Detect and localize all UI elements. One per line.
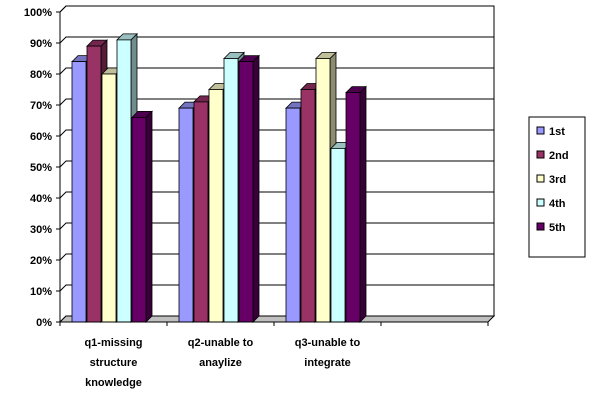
y-axis-tick-label: 30% [30, 224, 52, 236]
bar-front [330, 147, 346, 323]
bars [71, 32, 367, 323]
legend-swatch [536, 150, 545, 159]
y-axis-tick-label: 80% [30, 69, 52, 81]
x-axis-category-labels: q1-missing structure knowledge q2-unable to… [84, 337, 360, 389]
bar-front [223, 58, 239, 323]
legend-swatch [536, 126, 545, 135]
y-axis-tick-label: 50% [30, 162, 52, 174]
legend-item: 4th [536, 198, 566, 210]
gridline [59, 5, 494, 13]
bar-front [300, 89, 316, 323]
y-axis-tick-label: 20% [30, 255, 52, 267]
x-axis-category-label: q1-missing [84, 337, 142, 349]
bar-front [131, 117, 147, 323]
legend-label: 2nd [549, 150, 569, 162]
y-axis-tick-label: 90% [30, 38, 52, 50]
legend-label: 4th [549, 198, 566, 210]
bar [131, 110, 153, 323]
legend-item: 3rd [536, 174, 566, 186]
axes [56, 11, 489, 326]
legend-item: 2nd [536, 150, 569, 162]
bar-front [315, 58, 331, 323]
x-axis-category-label: integrate [304, 357, 350, 369]
bar-front [345, 92, 361, 323]
bar-front [101, 73, 117, 323]
x-axis-category-label: knowledge [85, 377, 142, 389]
bar-front [285, 107, 301, 323]
legend: 1st 2nd 3rd 4th 5th [528, 116, 586, 258]
x-axis-category-label: structure [90, 357, 138, 369]
bar-side [252, 54, 260, 323]
x-axis-category-label: anaylize [199, 357, 242, 369]
y-axis-tick-label: 0% [36, 317, 52, 329]
bar-front [116, 39, 132, 323]
bar [238, 54, 260, 323]
legend-item: 5th [536, 222, 566, 234]
bar-front [238, 61, 254, 323]
legend-label: 3rd [549, 174, 566, 186]
bar-front [193, 101, 209, 323]
legend-box [528, 116, 586, 258]
y-axis-tick-label: 100% [24, 7, 52, 19]
bar-front [71, 61, 87, 323]
bar-front [208, 89, 224, 323]
gridline [59, 36, 494, 44]
x-axis-category-label: q2-unable to [188, 337, 254, 349]
gridline [59, 67, 494, 75]
y-axis-tick-labels: 0% 10% 20% 30% 40% 50% 60% 70% 80% 90% 100% [24, 7, 52, 329]
y-axis-tick-label: 40% [30, 193, 52, 205]
y-axis-tick-label: 60% [30, 131, 52, 143]
y-axis-tick-label: 10% [30, 286, 52, 298]
legend-swatch [536, 222, 545, 231]
legend-item: 1st [536, 126, 565, 138]
legend-swatch [536, 198, 545, 207]
bar [345, 85, 367, 323]
legend-label: 5th [549, 222, 566, 234]
bar-front [178, 107, 194, 323]
x-axis-category-label: q3-unable to [295, 337, 361, 349]
bar-front [86, 45, 102, 323]
bar-side [145, 110, 153, 323]
legend-swatch [536, 174, 545, 183]
bar-side [359, 85, 367, 323]
y-axis-tick-label: 70% [30, 100, 52, 112]
legend-label: 1st [549, 126, 565, 138]
